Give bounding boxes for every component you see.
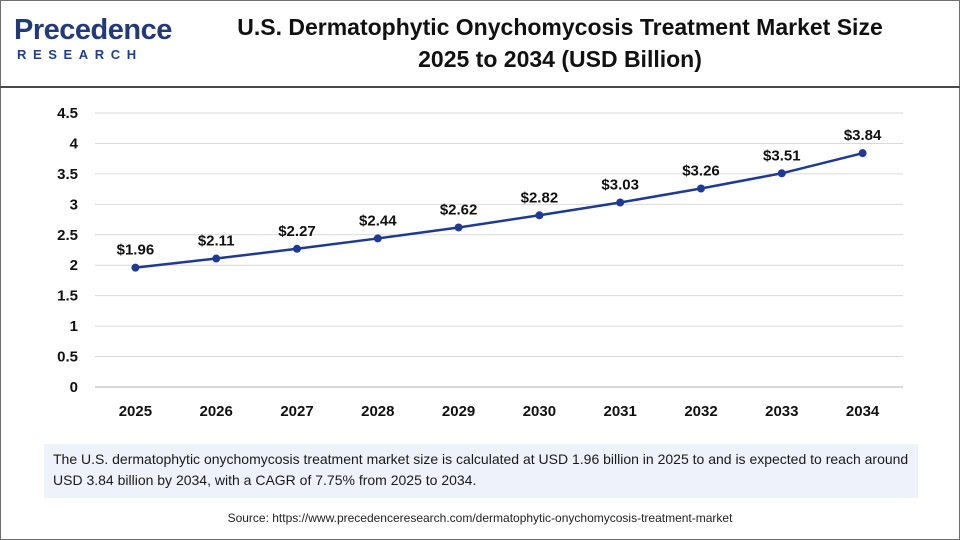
y-tick-label: 0.5: [57, 349, 78, 366]
data-point: [454, 223, 463, 232]
data-label: $1.96: [117, 242, 155, 259]
data-point: [131, 263, 140, 272]
series-markers: [131, 149, 867, 272]
data-label: $2.11: [198, 233, 235, 250]
y-tick-label: 3: [70, 196, 78, 213]
data-label: $2.44: [359, 212, 397, 229]
data-point: [616, 198, 625, 207]
data-point: [535, 211, 544, 220]
x-tick-label: 2033: [765, 403, 798, 420]
x-tick-label: 2034: [846, 403, 880, 420]
logo-tagline: RESEARCH: [17, 47, 143, 62]
data-label: $3.26: [682, 163, 720, 180]
series-line-path: [134, 151, 864, 269]
x-tick-label: 2025: [119, 403, 152, 420]
source-citation: Source: https://www.precedenceresearch.c…: [227, 511, 733, 525]
data-label: $3.51: [763, 147, 801, 164]
y-tick-label: 2.5: [57, 227, 78, 244]
x-tick-label: 2032: [684, 403, 717, 420]
y-tick-label: 1.5: [57, 288, 78, 305]
y-tick-label: 3.5: [57, 166, 78, 183]
data-label: $2.82: [521, 189, 559, 206]
x-tick-label: 2029: [442, 403, 475, 420]
chart-title-line-2: 2025 to 2034 (USD Billion): [418, 46, 702, 72]
data-labels: $1.96 $2.11 $2.27 $2.44 $2.62 $2.82 $3.03 $3.26…: [117, 127, 882, 258]
data-point: [697, 184, 705, 193]
brand-logo: Precedence RESEARCH: [14, 14, 172, 66]
description-box: The U.S. dermatophytic onychomycosis tre…: [44, 444, 918, 498]
x-axis-ticks: 2025 2026 2027 2028 2029 2030 2031 2032 2033 2034: [119, 403, 880, 420]
chart-title: U.S. Dermatophytic Onychomycosis Treatme…: [175, 11, 945, 75]
y-tick-label: 0: [70, 379, 78, 396]
y-axis-ticks: 0 0.5 1 1.5 2 2.5 3 3.5 4 4.5: [57, 105, 79, 396]
x-tick-label: 2031: [604, 403, 637, 420]
data-point: [293, 244, 301, 253]
y-tick-label: 4: [70, 135, 79, 152]
data-label: $2.62: [440, 201, 478, 218]
description-text: The U.S. dermatophytic onychomycosis tre…: [53, 451, 909, 488]
data-point: [212, 254, 221, 263]
line-chart: 00.511.522.533.544.5 2025 2026 2027 2028 202…: [57, 105, 903, 420]
y-tick-label: 1: [70, 318, 78, 335]
data-label: $3.84: [844, 127, 882, 144]
y-tick-label: 2: [70, 257, 78, 274]
chart-title-line-1: U.S. Dermatophytic Onychomycosis Treatme…: [237, 14, 883, 40]
series-line: [134, 151, 864, 269]
data-point: [858, 149, 867, 158]
x-tick-label: 2030: [523, 403, 556, 420]
data-point: [777, 169, 786, 178]
data-point: [373, 234, 382, 243]
data-label: $3.03: [601, 177, 639, 194]
y-tick-label: 4.5: [57, 105, 78, 122]
header-divider: [0, 86, 960, 88]
gridlines: [95, 112, 903, 388]
x-tick-label: 2027: [280, 403, 313, 420]
x-tick-label: 2028: [361, 403, 394, 420]
logo-wordmark: Precedence: [14, 14, 172, 46]
data-label: $2.27: [278, 223, 316, 240]
x-tick-label: 2026: [200, 403, 233, 420]
